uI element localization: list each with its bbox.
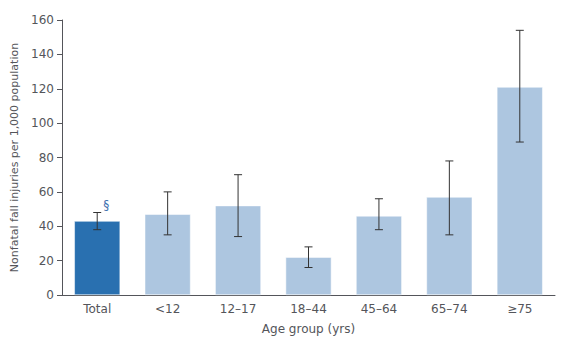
svg-text:18–44: 18–44	[290, 302, 327, 316]
svg-text:20: 20	[39, 254, 54, 268]
svg-text:<12: <12	[155, 302, 180, 316]
svg-text:80: 80	[39, 151, 54, 165]
svg-text:60: 60	[39, 185, 54, 199]
svg-text:45–64: 45–64	[361, 302, 398, 316]
svg-text:65–74: 65–74	[431, 302, 468, 316]
svg-text:Age group (yrs): Age group (yrs)	[262, 322, 355, 336]
svg-text:120: 120	[31, 82, 54, 96]
svg-text:Total: Total	[82, 302, 111, 316]
svg-text:0: 0	[46, 288, 54, 302]
svg-text:12–17: 12–17	[220, 302, 257, 316]
svg-text:100: 100	[31, 116, 54, 130]
svg-text:40: 40	[39, 219, 54, 233]
svg-text:140: 140	[31, 47, 54, 61]
svg-text:160: 160	[31, 13, 54, 27]
svg-text:§: §	[103, 198, 109, 212]
svg-text:≥75: ≥75	[507, 302, 532, 316]
svg-text:Nonfatal fall injuries per 1,0: Nonfatal fall injuries per 1,000 populat…	[8, 43, 21, 272]
